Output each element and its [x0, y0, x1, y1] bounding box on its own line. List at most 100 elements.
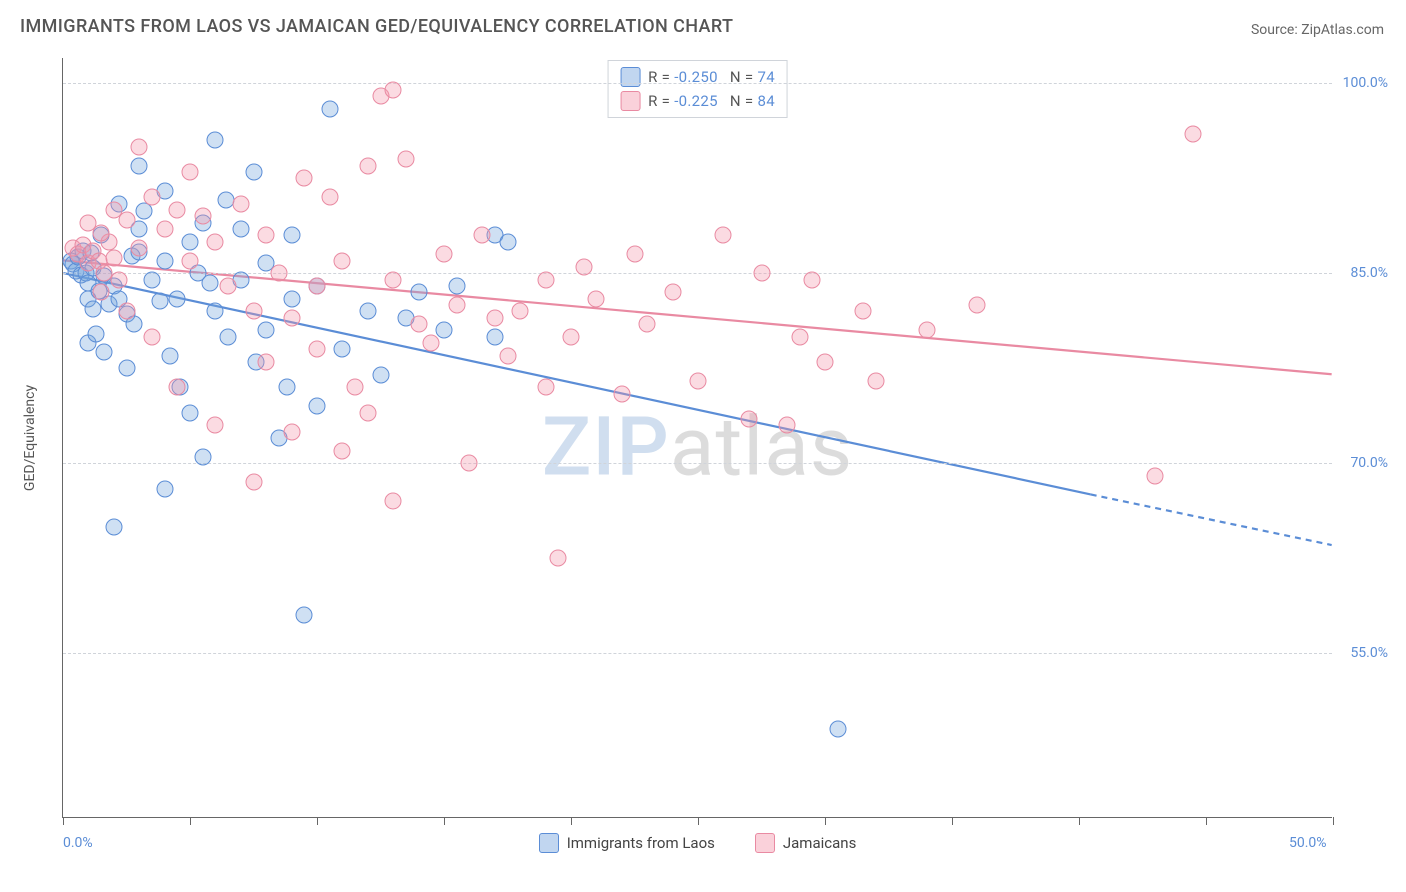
scatter-point-laos	[182, 404, 199, 421]
scatter-point-laos	[283, 290, 300, 307]
scatter-point-laos	[207, 132, 224, 149]
scatter-point-laos	[486, 328, 503, 345]
x-tick	[317, 817, 318, 825]
scatter-point-jamaicans	[118, 212, 135, 229]
scatter-point-jamaicans	[182, 252, 199, 269]
gridline-h	[63, 273, 1332, 274]
scatter-point-laos	[829, 721, 846, 738]
scatter-point-jamaicans	[347, 379, 364, 396]
legend-label-laos: Immigrants from Laos	[567, 834, 715, 852]
scatter-point-jamaicans	[575, 259, 592, 276]
watermark-brand-a: ZIP	[542, 399, 670, 495]
scatter-point-jamaicans	[309, 341, 326, 358]
scatter-point-laos	[217, 191, 234, 208]
scatter-point-jamaicans	[1185, 126, 1202, 143]
gridline-h	[63, 463, 1332, 464]
plot-container: GED/Equivalency ZIPatlas R = -0.250 N = …	[50, 58, 1382, 818]
scatter-point-laos	[499, 233, 516, 250]
stats-legend: R = -0.250 N = 74 R = -0.225 N = 84	[607, 60, 788, 118]
scatter-point-laos	[118, 360, 135, 377]
scatter-point-jamaicans	[588, 290, 605, 307]
scatter-point-jamaicans	[423, 335, 440, 352]
scatter-point-laos	[220, 328, 237, 345]
scatter-point-jamaicans	[207, 417, 224, 434]
scatter-point-jamaicans	[397, 151, 414, 168]
scatter-point-jamaicans	[537, 379, 554, 396]
scatter-point-jamaicans	[385, 493, 402, 510]
scatter-point-laos	[156, 252, 173, 269]
scatter-point-jamaicans	[512, 303, 529, 320]
scatter-point-jamaicans	[791, 328, 808, 345]
y-axis-label: GED/Equivalency	[22, 385, 38, 491]
scatter-point-laos	[169, 290, 186, 307]
legend-item-laos: Immigrants from Laos	[539, 833, 715, 853]
scatter-point-laos	[95, 343, 112, 360]
scatter-point-jamaicans	[245, 474, 262, 491]
x-tick	[571, 817, 572, 825]
scatter-point-jamaicans	[550, 550, 567, 567]
x-tick-label: 50.0%	[1289, 835, 1327, 851]
scatter-point-jamaicans	[283, 423, 300, 440]
scatter-point-jamaicans	[169, 379, 186, 396]
scatter-point-laos	[334, 341, 351, 358]
x-tick-label: 0.0%	[63, 835, 93, 851]
scatter-point-jamaicans	[969, 297, 986, 314]
stats-row-laos: R = -0.250 N = 74	[620, 65, 775, 89]
scatter-point-jamaicans	[270, 265, 287, 282]
scatter-point-jamaicans	[258, 227, 275, 244]
scatter-point-laos	[232, 221, 249, 238]
stats-row-jamaicans: R = -0.225 N = 84	[620, 89, 775, 113]
scatter-point-jamaicans	[537, 271, 554, 288]
scatter-point-jamaicans	[639, 316, 656, 333]
x-tick	[1206, 817, 1207, 825]
swatch-jamaicans	[620, 91, 640, 111]
scatter-point-jamaicans	[486, 309, 503, 326]
scatter-point-laos	[131, 157, 148, 174]
scatter-point-jamaicans	[110, 271, 127, 288]
scatter-point-laos	[278, 379, 295, 396]
plot-area: ZIPatlas R = -0.250 N = 74 R = -0.225 N …	[62, 58, 1332, 818]
scatter-point-jamaicans	[867, 373, 884, 390]
scatter-point-jamaicans	[385, 271, 402, 288]
scatter-point-jamaicans	[334, 252, 351, 269]
scatter-point-jamaicans	[334, 442, 351, 459]
x-tick	[63, 817, 64, 825]
scatter-point-jamaicans	[258, 354, 275, 371]
scatter-point-jamaicans	[804, 271, 821, 288]
scatter-point-jamaicans	[359, 157, 376, 174]
scatter-point-laos	[359, 303, 376, 320]
x-tick	[825, 817, 826, 825]
scatter-point-jamaicans	[626, 246, 643, 263]
legend-label-jamaicans: Jamaicans	[783, 834, 856, 852]
scatter-point-jamaicans	[855, 303, 872, 320]
gridline-h	[63, 653, 1332, 654]
scatter-point-jamaicans	[309, 278, 326, 295]
x-tick	[444, 817, 445, 825]
scatter-point-jamaicans	[385, 81, 402, 98]
scatter-point-jamaicans	[436, 246, 453, 263]
scatter-point-jamaicans	[131, 240, 148, 257]
gridline-h	[63, 83, 1332, 84]
scatter-point-jamaicans	[143, 328, 160, 345]
scatter-point-jamaicans	[690, 373, 707, 390]
scatter-point-jamaicans	[613, 385, 630, 402]
stats-jamaicans: R = -0.225 N = 84	[648, 92, 775, 110]
legend-swatch-laos	[539, 833, 559, 853]
scatter-point-jamaicans	[105, 250, 122, 267]
scatter-point-laos	[245, 164, 262, 181]
scatter-point-jamaicans	[918, 322, 935, 339]
scatter-point-jamaicans	[715, 227, 732, 244]
scatter-point-jamaicans	[664, 284, 681, 301]
x-tick	[190, 817, 191, 825]
scatter-point-laos	[258, 322, 275, 339]
scatter-point-jamaicans	[461, 455, 478, 472]
x-tick	[698, 817, 699, 825]
scatter-point-laos	[161, 347, 178, 364]
watermark: ZIPatlas	[542, 399, 853, 495]
scatter-point-laos	[296, 607, 313, 624]
scatter-point-jamaicans	[563, 328, 580, 345]
scatter-point-jamaicans	[232, 195, 249, 212]
scatter-point-jamaicans	[220, 278, 237, 295]
scatter-point-jamaicans	[156, 221, 173, 238]
scatter-point-jamaicans	[296, 170, 313, 187]
